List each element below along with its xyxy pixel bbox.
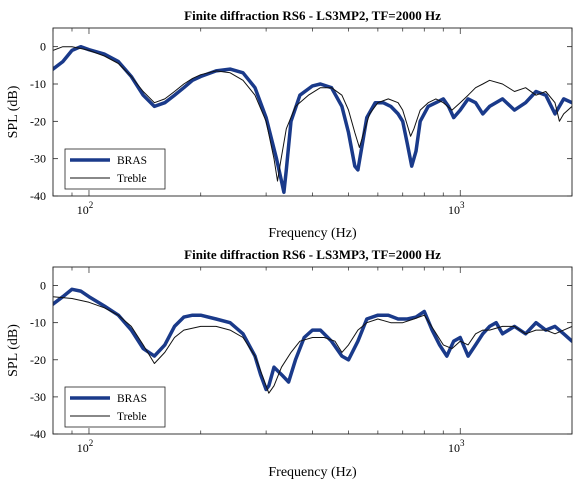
legend-label-treble: Treble	[117, 173, 147, 185]
x-tick-base: 10	[448, 203, 460, 217]
series-group	[53, 44, 572, 195]
y-tick-label: -40	[30, 189, 46, 203]
x-tick-label: 102	[77, 200, 94, 217]
y-tick-label: -10	[30, 77, 46, 91]
x-minor-ticks	[52, 267, 573, 434]
y-tick-label: -20	[30, 114, 46, 128]
x-tick-label: 103	[448, 438, 465, 455]
y-tick-label: 0	[40, 279, 46, 293]
y-tick-label: -10	[30, 316, 46, 330]
plot-frame	[52, 266, 573, 435]
legend: BRAS Treble	[64, 148, 166, 190]
chart-panel-2: Finite diffraction RS6 - LS3MP3, TF=2000…	[6, 247, 573, 480]
chart-panel-1: Finite diffraction RS6 - LS3MP2, TF=2000…	[6, 8, 573, 241]
x-tick-exponent: 3	[460, 200, 465, 210]
y-tick-label: -30	[30, 152, 46, 166]
x-axis-label: Frequency (Hz)	[268, 465, 357, 480]
x-tick-label: 102	[77, 438, 94, 455]
y-tick-label: -40	[30, 427, 46, 441]
series-line-treble	[53, 296, 572, 394]
y-axis-label: SPL (dB)	[6, 85, 21, 138]
x-tick-base: 10	[448, 441, 460, 455]
x-tick-exponent: 3	[460, 438, 465, 448]
y-tick-label: -20	[30, 353, 46, 367]
chart-title: Finite diffraction RS6 - LS3MP2, TF=2000…	[184, 8, 441, 23]
legend-box	[64, 148, 166, 190]
legend: BRAS Treble	[64, 386, 166, 428]
legend-label-bras: BRAS	[117, 393, 147, 405]
plot-frame	[52, 27, 573, 197]
legend-box	[64, 386, 166, 428]
x-axis-label: Frequency (Hz)	[268, 226, 357, 241]
x-tick-label: 103	[448, 200, 465, 217]
x-tick-exponent: 2	[89, 438, 94, 448]
x-tick-base: 10	[77, 203, 89, 217]
y-tick-label: -30	[30, 390, 46, 404]
x-tick-exponent: 2	[89, 200, 94, 210]
legend-label-treble: Treble	[117, 411, 147, 423]
series-line-treble	[53, 46, 572, 182]
series-group	[53, 287, 572, 394]
series-line-bras	[53, 44, 572, 195]
series-line-bras	[53, 287, 572, 392]
y-axis-label: SPL (dB)	[6, 324, 21, 377]
legend-label-bras: BRAS	[117, 155, 147, 167]
y-tick-label: 0	[40, 40, 46, 54]
chart-title: Finite diffraction RS6 - LS3MP3, TF=2000…	[184, 247, 441, 262]
x-tick-base: 10	[77, 441, 89, 455]
